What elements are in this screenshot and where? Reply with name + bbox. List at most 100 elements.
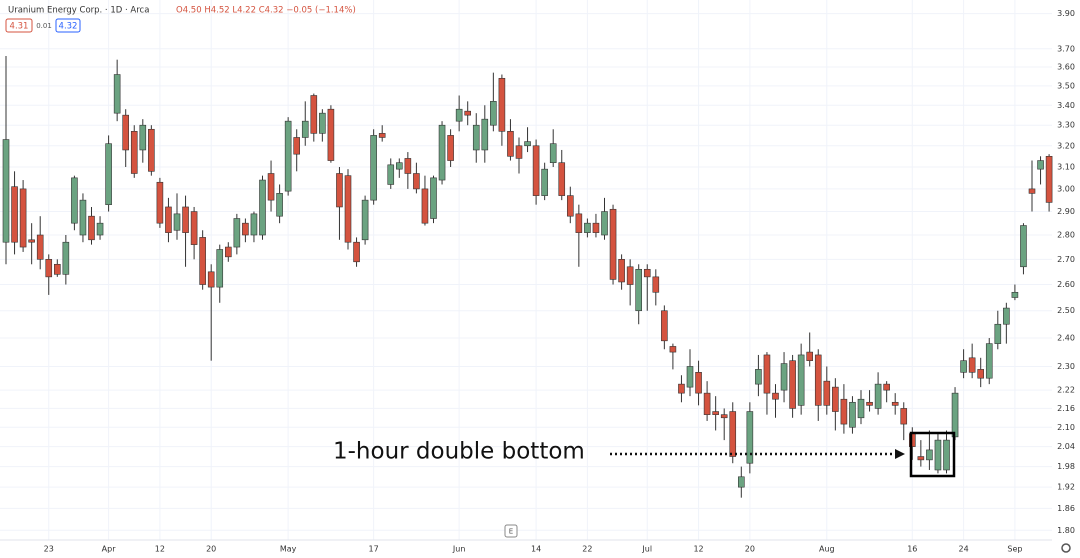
event-badge[interactable] [504, 524, 518, 538]
candle-body [891, 401, 899, 406]
candle-body [327, 108, 335, 161]
x-tick-label: 12 [693, 545, 703, 554]
gear[interactable] [1061, 543, 1071, 553]
candle-body [737, 476, 745, 488]
candle-body [353, 241, 360, 263]
candle-body [130, 131, 138, 174]
x-tick-label: 20 [745, 545, 755, 554]
x-tick-label: 24 [959, 545, 969, 554]
candle-body [113, 74, 121, 114]
y-tick-label: 2.22 [1057, 386, 1075, 395]
candle-body [336, 173, 343, 208]
candle-body [45, 259, 53, 278]
candle-body [148, 128, 155, 172]
candle-body [319, 112, 326, 134]
y-tick-label: 2.60 [1057, 280, 1075, 289]
candle-body [968, 357, 976, 373]
candle-body [507, 131, 514, 157]
candle-body [370, 135, 377, 201]
candle-body [199, 237, 206, 285]
candle-body [361, 199, 369, 241]
candle-body [549, 143, 557, 163]
candle-body [1028, 188, 1036, 194]
candle-body [2, 139, 10, 243]
candle-body [481, 118, 489, 151]
y-tick-label: 1.86 [1057, 504, 1075, 513]
candle-body [515, 145, 523, 159]
y-tick-label: 3.70 [1057, 44, 1075, 53]
candle-body [720, 414, 728, 419]
y-tick-label: 2.04 [1057, 442, 1075, 451]
candle-body [669, 346, 677, 353]
candle-body [438, 124, 446, 181]
candle-body [789, 360, 796, 409]
candle-body [772, 392, 779, 400]
candle-body [310, 95, 318, 134]
event-marker[interactable]: E [509, 528, 513, 536]
candles [2, 56, 1053, 498]
candle-body [404, 158, 412, 174]
y-tick-label: 3.20 [1057, 141, 1075, 150]
y-tick-label: 3.30 [1057, 121, 1075, 130]
candle-body [524, 141, 531, 147]
candle-body [53, 263, 61, 275]
y-tick-label: 2.30 [1057, 362, 1075, 371]
candle-body [105, 143, 112, 205]
candle-body [780, 363, 788, 391]
candle-body [763, 354, 771, 394]
ask-badge [55, 18, 81, 33]
candle-body [635, 268, 643, 312]
bid-price: 4.31 [10, 22, 29, 32]
x-tick-label: 22 [582, 545, 592, 554]
y-tick-label: 3.10 [1057, 162, 1075, 171]
x-tick-label: 14 [531, 545, 541, 554]
candle-body [857, 398, 865, 419]
y-tick-label: 1.98 [1057, 462, 1075, 471]
candle-body [797, 354, 805, 406]
x-tick-label: 16 [907, 545, 917, 554]
x-tick-label: Jul [641, 545, 652, 554]
candle-body [652, 276, 660, 293]
y-tick-label: 3.40 [1057, 101, 1075, 110]
candle-body [1003, 307, 1010, 325]
candle-body [250, 213, 258, 236]
candle-body [472, 124, 480, 151]
y-tick-label: 2.70 [1057, 255, 1075, 264]
y-tick-label: 2.16 [1057, 404, 1075, 413]
candle-body [977, 369, 985, 379]
candle-body [216, 249, 224, 288]
candle-body [934, 439, 942, 471]
candle-body [874, 383, 882, 409]
candle-body [259, 179, 266, 236]
candle-body [498, 77, 506, 132]
settings-icon[interactable] [1061, 543, 1071, 553]
candle-body [643, 268, 651, 278]
candle-body [729, 411, 737, 457]
candle-body [182, 206, 189, 233]
candle-body [79, 199, 87, 236]
candle-body [267, 173, 275, 201]
y-tick-label: 1.80 [1057, 526, 1075, 535]
candle-body [156, 181, 164, 224]
candle-body [28, 239, 35, 243]
candle-body [165, 206, 172, 233]
candle-body [943, 439, 950, 471]
candle-body [88, 215, 95, 241]
candle-body [233, 218, 241, 248]
candle-body [1011, 291, 1019, 298]
candle-body [1037, 160, 1044, 170]
y-tick-label: 3.60 [1057, 63, 1075, 72]
candle-body [661, 310, 668, 342]
candle-body [344, 175, 352, 243]
candle-body [71, 177, 78, 224]
candle-body [421, 188, 429, 224]
candle-body [378, 133, 386, 138]
candle-body [994, 323, 1002, 344]
arrow-head [895, 449, 905, 459]
candle-body [122, 114, 129, 151]
candle-body [395, 162, 403, 170]
candle-body [207, 271, 215, 288]
candle-body [840, 398, 848, 425]
